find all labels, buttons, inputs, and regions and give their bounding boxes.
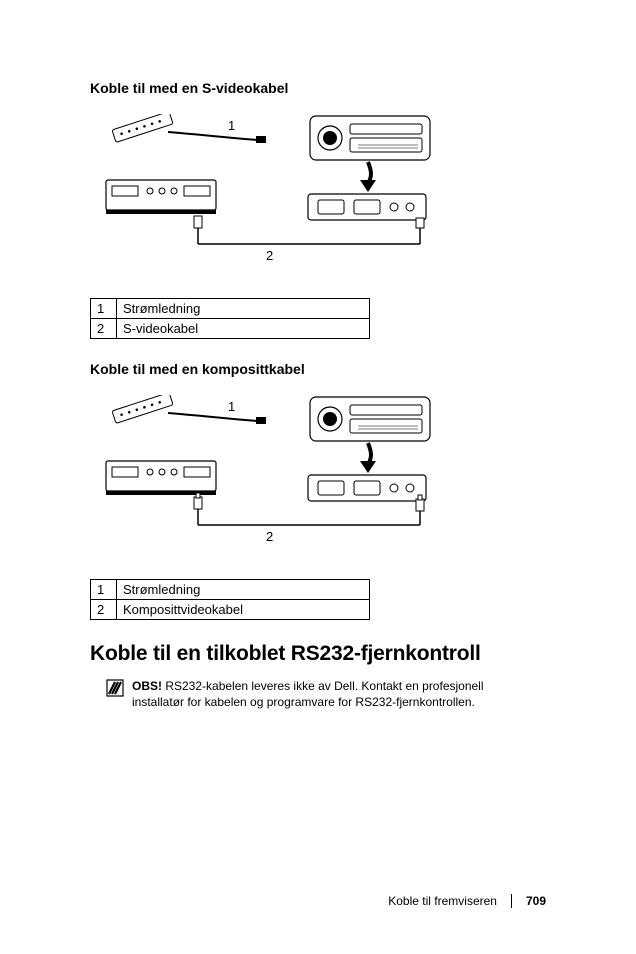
note-icon [106, 679, 124, 697]
table-row: 2 Komposittvideokabel [91, 600, 370, 620]
note-text: OBS! RS232-kabelen leveres ikke av Dell.… [132, 678, 536, 710]
table-row: 1 Strømledning [91, 580, 370, 600]
legend-table-composite: 1 Strømledning 2 Komposittvideokabel [90, 579, 370, 620]
legend-num: 2 [91, 319, 117, 339]
section-heading-svideo: Koble til med en S-videokabel [90, 80, 546, 96]
legend-table-svideo: 1 Strømledning 2 S-videokabel [90, 298, 370, 339]
page-footer: Koble til fremviseren 709 [388, 894, 546, 908]
main-heading-rs232: Koble til en tilkoblet RS232-fjernkontro… [90, 642, 546, 666]
diagram-composite: 1 2 [100, 395, 440, 545]
note-body: RS232-kabelen leveres ikke av Dell. Kont… [132, 679, 484, 709]
footer-section: Koble til fremviseren [388, 894, 497, 908]
note-block: OBS! RS232-kabelen leveres ikke av Dell.… [106, 678, 536, 710]
legend-num: 2 [91, 600, 117, 620]
table-row: 1 Strømledning [91, 299, 370, 319]
legend-text: Strømledning [117, 299, 370, 319]
section-heading-composite: Koble til med en komposittkabel [90, 361, 546, 377]
diagram-label-2: 2 [266, 248, 273, 263]
legend-text: Strømledning [117, 580, 370, 600]
legend-text: S-videokabel [117, 319, 370, 339]
diagram-label-1: 1 [228, 118, 235, 133]
legend-num: 1 [91, 580, 117, 600]
footer-page-number: 709 [526, 894, 546, 908]
diagram-svideo: 1 2 [100, 114, 440, 264]
table-row: 2 S-videokabel [91, 319, 370, 339]
footer-divider [511, 894, 512, 908]
legend-text: Komposittvideokabel [117, 600, 370, 620]
diagram-label-1: 1 [228, 399, 235, 414]
legend-num: 1 [91, 299, 117, 319]
note-label: OBS! [132, 679, 162, 693]
diagram-label-2: 2 [266, 529, 273, 544]
